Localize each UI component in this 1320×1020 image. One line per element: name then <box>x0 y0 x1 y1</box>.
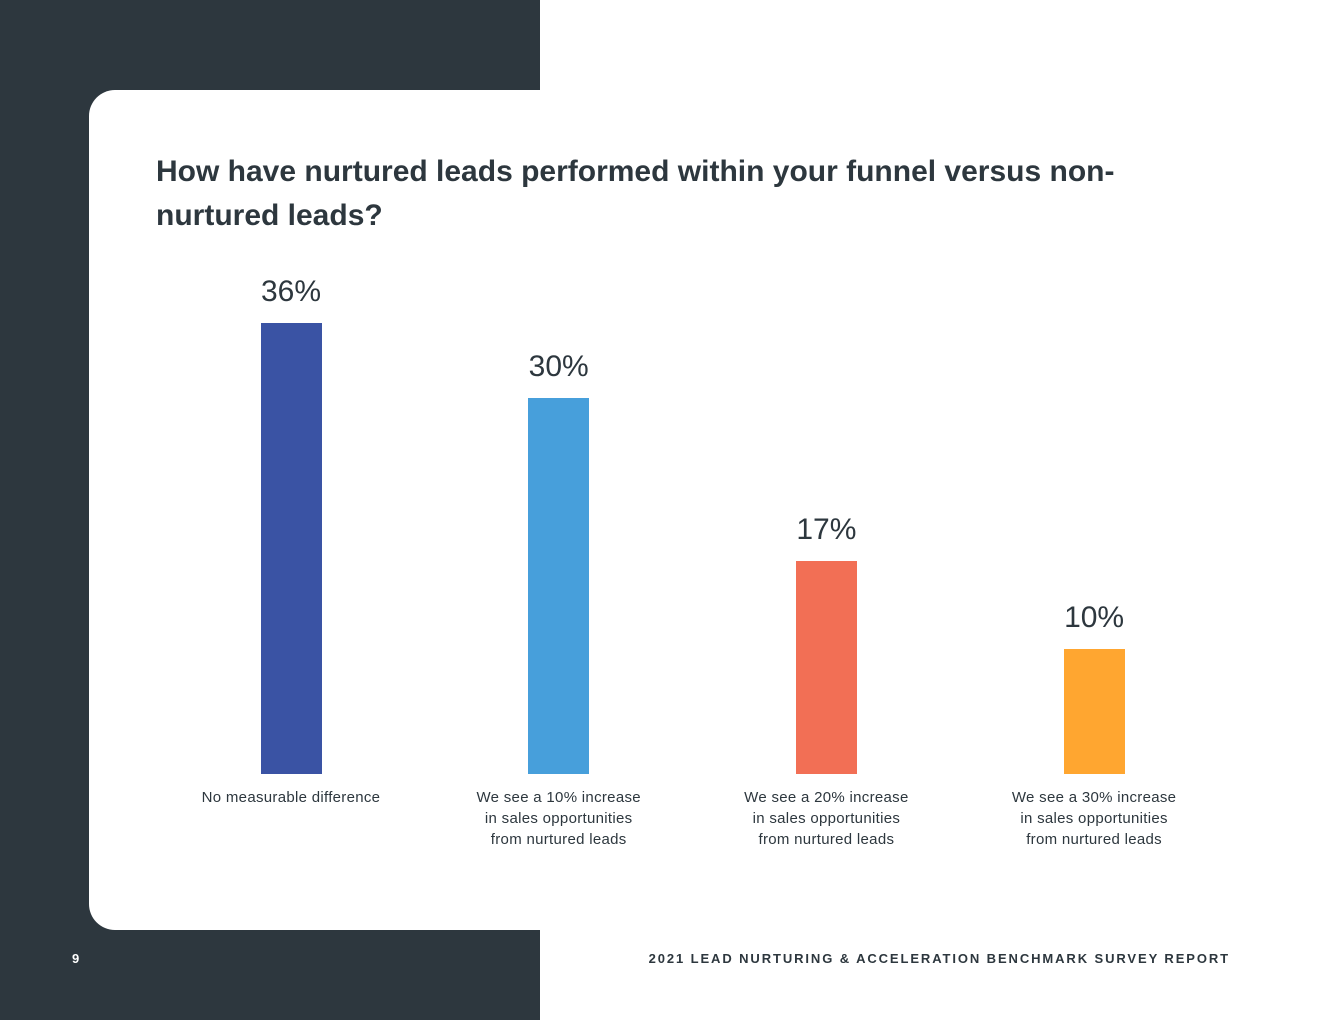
value-label: 17% <box>796 512 857 546</box>
bar <box>1063 648 1125 774</box>
bar <box>795 560 857 774</box>
bar <box>528 398 590 774</box>
report-title: 2021 LEAD NURTURING & ACCELERATION BENCH… <box>648 951 1230 966</box>
value-label: 36% <box>260 274 322 308</box>
x-tick-label: We see a 20% increase in sales opportuni… <box>744 789 909 848</box>
x-tick-label: No measurable difference <box>201 789 381 806</box>
page-number: 9 <box>72 951 80 966</box>
value-label: 30% <box>528 350 589 384</box>
chart-title: How have nurtured leads performed within… <box>156 155 1115 232</box>
bar <box>260 322 322 774</box>
x-tick-label: We see a 10% increase in sales opportuni… <box>476 789 641 848</box>
x-tick-label: We see a 30% increase in sales opportuni… <box>1011 789 1177 848</box>
value-label: 10% <box>1064 600 1125 634</box>
